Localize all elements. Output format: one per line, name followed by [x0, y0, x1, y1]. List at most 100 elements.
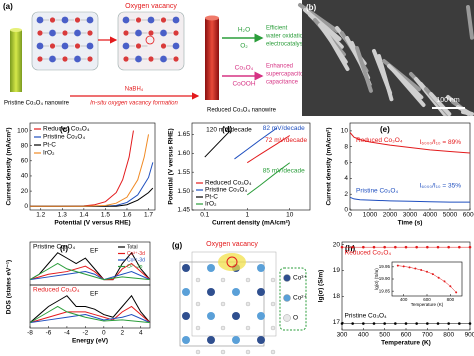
atom	[86, 42, 94, 50]
point	[458, 322, 461, 325]
annotation: EF	[90, 290, 98, 297]
panel-label: (b)	[306, 3, 317, 12]
atom	[207, 312, 215, 320]
unit-cell	[191, 251, 277, 337]
panel-label: (f)	[60, 244, 68, 253]
atom	[220, 349, 226, 355]
series-line	[29, 262, 151, 281]
point	[436, 322, 440, 325]
series-line	[29, 305, 151, 324]
atom	[49, 17, 56, 23]
nanowire-rod	[429, 92, 452, 116]
crystal-diagram: (g) Oxygen vacancy Co³⁺ Co²⁺ O	[172, 241, 307, 355]
x-axis-label: Time (s)	[398, 220, 423, 227]
x-axis-label: Temperature (K)	[381, 340, 431, 347]
x-tick-label: 400	[358, 332, 369, 339]
atom	[87, 30, 93, 36]
nanowire-rod	[461, 110, 474, 116]
x-tick-label: -4	[64, 330, 70, 337]
point	[362, 245, 365, 249]
legend-box	[279, 267, 307, 331]
y-tick-label: 20	[21, 188, 29, 195]
point	[340, 322, 344, 325]
atom	[87, 56, 93, 62]
atom	[220, 325, 226, 331]
reactant: Co₃O₄	[235, 65, 254, 72]
legend-label: Pt-C	[43, 142, 56, 149]
point	[402, 265, 405, 268]
x-tick-label: 0	[348, 212, 352, 219]
nanowire-rod	[377, 54, 394, 102]
nanowire	[10, 30, 22, 92]
product: CoOOH	[232, 81, 255, 88]
atom	[148, 56, 154, 62]
point	[372, 322, 376, 325]
atom	[74, 55, 81, 63]
x-tick-label: 5000	[443, 212, 458, 219]
y-tick-label: 0	[24, 203, 28, 210]
x-axis-label: Potential (V versus RHE)	[54, 220, 130, 227]
legend-swatch	[283, 314, 291, 322]
y-tick-label: 8	[344, 143, 348, 150]
x-tick-label: 1.7	[144, 212, 153, 219]
y-tick-label: 1.65	[177, 131, 190, 138]
atom	[232, 336, 240, 344]
annotation: 72 mV/decade	[265, 137, 307, 144]
atom	[182, 312, 190, 320]
x-tick-label: 0.1	[200, 212, 209, 219]
point	[340, 245, 344, 249]
atom	[270, 349, 276, 355]
atom	[135, 17, 142, 23]
panel-label: (h)	[345, 244, 356, 253]
atom	[172, 42, 180, 50]
series-line	[349, 132, 471, 154]
point	[404, 322, 408, 325]
point	[426, 245, 429, 249]
y-tick-label: 19.85	[379, 288, 391, 293]
subplot-title: Reduced Co₃O₄	[33, 287, 80, 294]
x-axis-label: Current density (mA/cm²)	[212, 220, 290, 227]
atom	[270, 277, 276, 283]
nanowire-rod	[355, 46, 373, 93]
point	[415, 322, 418, 325]
x-tick-label: 1	[245, 212, 249, 219]
y-tick-label: 1.60	[177, 150, 190, 157]
point	[415, 245, 418, 249]
plot-frame	[29, 122, 156, 211]
atom	[135, 29, 142, 37]
atom	[36, 16, 44, 24]
point	[362, 322, 365, 325]
atom	[160, 55, 167, 63]
y-tick-label: 19.90	[379, 276, 391, 281]
x-tick-label: 2	[120, 330, 124, 337]
x-tick-label: 600	[423, 297, 431, 302]
reagent: NaBH₄	[125, 87, 144, 93]
legend-label: Total	[127, 244, 138, 250]
series-line	[29, 262, 151, 281]
series-label: Reduced Co₃O₄	[345, 249, 392, 256]
legend-label: Co²⁺-3d	[127, 257, 145, 263]
y-tick-label: 40	[21, 173, 29, 180]
application: supercapacitor	[266, 72, 305, 78]
y-axis-label: Potential (V versus RHE)	[168, 128, 175, 204]
y-tick-label: 1.55	[177, 169, 190, 176]
legend-label: IrO₂	[43, 150, 55, 157]
atom	[74, 17, 81, 23]
atom	[195, 301, 201, 307]
x-tick-label: 1.4	[79, 212, 88, 219]
x-tick-label: 400	[400, 297, 408, 302]
y-tick-label: 17	[333, 319, 341, 326]
panel-label: (c)	[60, 125, 70, 134]
orbital	[218, 253, 246, 271]
y-tick-label: 1.50	[177, 188, 190, 195]
plot-frame	[349, 122, 471, 211]
atom	[160, 29, 167, 37]
annotation: 85 mV/decade	[263, 168, 305, 175]
plot-frame	[29, 284, 151, 329]
series-line	[29, 271, 151, 281]
y-tick-label: 19	[333, 267, 341, 274]
point	[447, 322, 450, 325]
nanowire-rod	[392, 69, 426, 107]
atom	[245, 301, 251, 307]
